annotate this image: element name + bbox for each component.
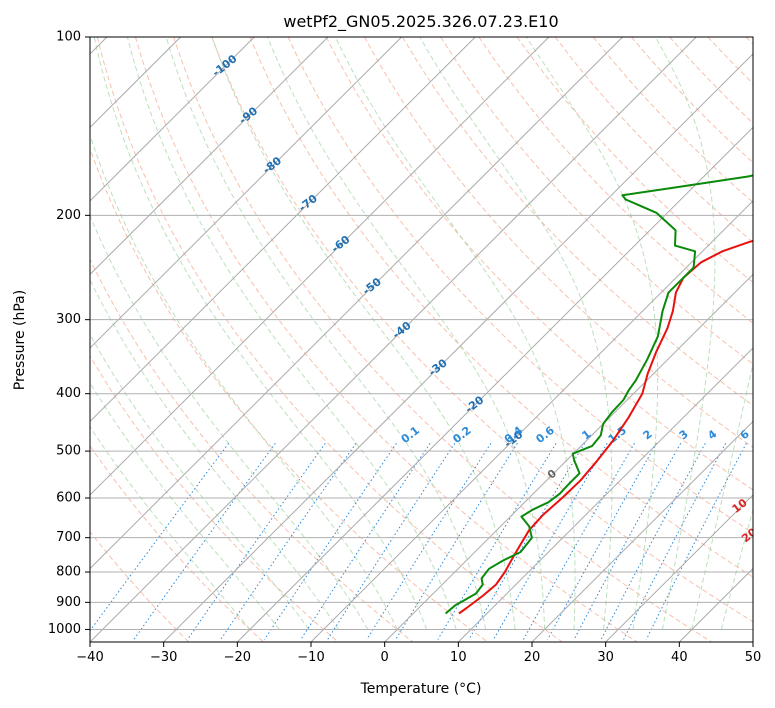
mixing-ratio-line [437, 443, 557, 640]
moist-adiabat [93, 37, 428, 630]
moist-adiabat [90, 333, 310, 630]
dry-adiabat [516, 37, 753, 284]
mixing-ratio-line [366, 443, 492, 640]
mixing-ratio-line [573, 443, 682, 640]
y-tick-label: 600 [56, 491, 81, 506]
y-tick-label: 1000 [48, 622, 81, 637]
dry-adiabat [90, 258, 414, 642]
mixing-ratio-line [600, 443, 706, 640]
isotherm-line [531, 420, 753, 642]
plot-frame [89, 36, 754, 643]
isotherm-line [90, 37, 255, 202]
y-tick-label: 100 [56, 30, 81, 45]
y-tick-label: 800 [56, 565, 81, 580]
moist-adiabat [211, 37, 516, 630]
moist-adiabat [90, 133, 398, 630]
dry-adiabat [363, 37, 753, 448]
isotherm-line [90, 37, 476, 423]
y-tick-label: 200 [56, 208, 81, 223]
mixing-ratio-label: 8 [764, 427, 775, 442]
x-tick-label: −30 [150, 650, 177, 665]
isotherm-line [90, 37, 402, 349]
dry-adiabat [96, 37, 563, 642]
isotherm-line [236, 126, 753, 642]
dry-adiabat [90, 147, 488, 642]
isotherm-line [384, 273, 753, 642]
moist-adiabat [165, 37, 487, 630]
dry-adiabat [90, 530, 190, 642]
moist-adiabat [90, 278, 339, 630]
x-tick-label: −10 [297, 650, 324, 665]
x-tick-label: 10 [450, 650, 467, 665]
chart-title: wetPf2_GN05.2025.326.07.23.E10 [283, 12, 558, 32]
x-tick-label: 30 [597, 650, 614, 665]
x-tick-label: 20 [524, 650, 541, 665]
isotherm-line [605, 494, 753, 642]
moist-adiabat [691, 361, 753, 630]
dry-adiabat [249, 37, 753, 578]
x-tick-label: −40 [76, 650, 103, 665]
background-lines [90, 37, 753, 642]
mixing-ratio-line [395, 443, 518, 640]
moist-adiabat [126, 37, 457, 630]
dry-adiabat [325, 37, 753, 491]
moist-adiabat-label: 40 [771, 583, 775, 603]
moist-adiabat [267, 37, 546, 630]
mixing-ratio-line [547, 443, 657, 640]
y-tick-label: 400 [56, 386, 81, 401]
dewpoint-profile [444, 174, 753, 615]
dry-adiabat [173, 37, 712, 642]
sounding-profiles [444, 174, 753, 615]
x-axis-label: Temperature (°C) [360, 681, 482, 697]
y-tick-label: 900 [56, 595, 81, 610]
x-tick-label: −20 [224, 650, 251, 665]
isotherm-line [457, 347, 753, 642]
mixing-ratio-line [327, 443, 456, 640]
isotherm-line [90, 37, 550, 496]
temperature-profile [458, 239, 753, 615]
mixing-ratio-line [468, 443, 586, 640]
mixing-ratio-line [133, 443, 276, 640]
x-tick-label: 40 [671, 650, 688, 665]
isotherm-line [752, 641, 753, 642]
x-tick-label: 50 [745, 650, 762, 665]
x-axis: −40 −30 −20 −10 0 10 20 30 40 50 [76, 642, 761, 665]
isotherm-line [163, 53, 753, 642]
isotherm-line [90, 37, 623, 570]
moist-adiabat-label: 30 [750, 555, 770, 575]
y-tick-label: 700 [56, 530, 81, 545]
y-axis: 100 200 300 400 500 600 700 800 900 1000 [48, 30, 90, 637]
moist-adiabat [525, 37, 659, 630]
mixing-ratio-line [220, 443, 357, 640]
y-axis-label: Pressure (hPa) [12, 290, 28, 390]
dry-adiabat [440, 37, 753, 365]
dry-adiabat [211, 37, 753, 623]
pressure-grid [90, 37, 753, 630]
moist-adiabat [720, 507, 753, 630]
moist-adiabat [419, 37, 613, 630]
y-tick-label: 500 [56, 444, 81, 459]
plot-background [90, 37, 753, 642]
mixing-ratio-line [493, 443, 608, 640]
isotherm-line [90, 37, 697, 642]
moist-adiabat [654, 37, 716, 630]
y-tick-label: 300 [56, 312, 81, 327]
dry-adiabat [402, 37, 753, 406]
mixing-ratio-line [90, 442, 230, 632]
dry-adiabat [478, 37, 753, 324]
x-tick-label: 0 [381, 650, 389, 665]
mixing-ratio-line [263, 443, 397, 640]
moist-adiabat [90, 214, 369, 630]
isotherm-line [310, 200, 753, 642]
dry-adiabat [90, 445, 264, 642]
moist-adiabat [334, 37, 576, 630]
isotherm-line [90, 37, 329, 276]
